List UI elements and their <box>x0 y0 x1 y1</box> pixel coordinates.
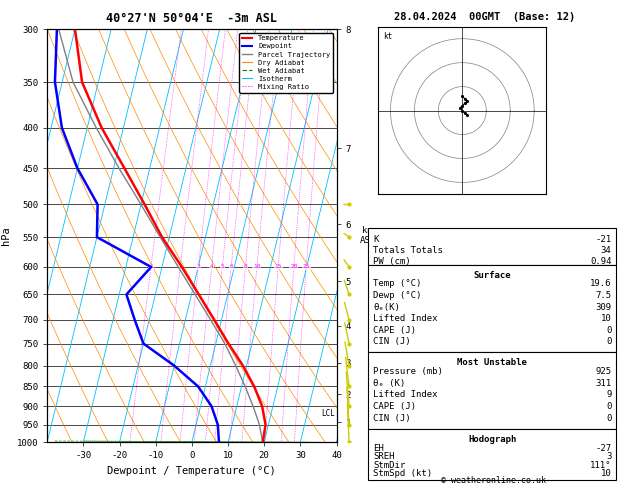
Text: CAPE (J): CAPE (J) <box>373 326 416 335</box>
Text: 925: 925 <box>595 367 611 376</box>
Text: StmDir: StmDir <box>373 461 405 470</box>
Text: 5: 5 <box>220 264 224 270</box>
Text: θₑ (K): θₑ (K) <box>373 379 405 388</box>
Text: 7.5: 7.5 <box>595 291 611 300</box>
Y-axis label: hPa: hPa <box>1 226 11 245</box>
Text: Most Unstable: Most Unstable <box>457 358 527 367</box>
Text: 3: 3 <box>606 452 611 461</box>
Text: LCL: LCL <box>321 409 335 418</box>
Text: Hodograph: Hodograph <box>468 435 516 444</box>
Text: Surface: Surface <box>474 271 511 280</box>
Text: 40°27'N 50°04'E  -3m ASL: 40°27'N 50°04'E -3m ASL <box>106 12 277 25</box>
Text: 8: 8 <box>243 264 247 270</box>
Text: PW (cm): PW (cm) <box>373 257 411 266</box>
Text: 10: 10 <box>601 469 611 478</box>
Text: 2: 2 <box>179 264 182 270</box>
Text: 111°: 111° <box>590 461 611 470</box>
Y-axis label: km
ASL: km ASL <box>360 226 376 245</box>
Text: StmSpd (kt): StmSpd (kt) <box>373 469 432 478</box>
Text: K: K <box>373 235 379 244</box>
Text: EH: EH <box>373 444 384 453</box>
Text: 10: 10 <box>601 314 611 323</box>
Text: -27: -27 <box>595 444 611 453</box>
Text: -21: -21 <box>595 235 611 244</box>
Text: 4: 4 <box>210 264 214 270</box>
Text: 19.6: 19.6 <box>590 279 611 289</box>
Text: 34: 34 <box>601 246 611 255</box>
Text: 0: 0 <box>606 326 611 335</box>
Text: 0.94: 0.94 <box>590 257 611 266</box>
Text: Pressure (mb): Pressure (mb) <box>373 367 443 376</box>
Text: 311: 311 <box>595 379 611 388</box>
Text: kt: kt <box>383 32 392 41</box>
Text: 309: 309 <box>595 303 611 312</box>
Text: SREH: SREH <box>373 452 394 461</box>
Text: θₑ(K): θₑ(K) <box>373 303 400 312</box>
X-axis label: Dewpoint / Temperature (°C): Dewpoint / Temperature (°C) <box>108 466 276 476</box>
Text: Dewp (°C): Dewp (°C) <box>373 291 421 300</box>
Text: 0: 0 <box>606 402 611 411</box>
Text: 0: 0 <box>606 414 611 423</box>
Text: CIN (J): CIN (J) <box>373 337 411 347</box>
Text: Temp (°C): Temp (°C) <box>373 279 421 289</box>
Text: CIN (J): CIN (J) <box>373 414 411 423</box>
Text: 28.04.2024  00GMT  (Base: 12): 28.04.2024 00GMT (Base: 12) <box>394 12 575 22</box>
Text: 10: 10 <box>253 264 260 270</box>
Text: CAPE (J): CAPE (J) <box>373 402 416 411</box>
Text: 3: 3 <box>196 264 200 270</box>
Text: Lifted Index: Lifted Index <box>373 390 438 399</box>
Text: 25: 25 <box>303 264 310 270</box>
Text: Lifted Index: Lifted Index <box>373 314 438 323</box>
Text: 6: 6 <box>230 264 233 270</box>
Legend: Temperature, Dewpoint, Parcel Trajectory, Dry Adiabat, Wet Adiabat, Isotherm, Mi: Temperature, Dewpoint, Parcel Trajectory… <box>239 33 333 93</box>
Text: 15: 15 <box>274 264 282 270</box>
Text: © weatheronline.co.uk: © weatheronline.co.uk <box>442 475 546 485</box>
Text: 9: 9 <box>606 390 611 399</box>
Text: Totals Totals: Totals Totals <box>373 246 443 255</box>
Text: 0: 0 <box>606 337 611 347</box>
Text: 1: 1 <box>149 264 153 270</box>
Text: 20: 20 <box>290 264 298 270</box>
